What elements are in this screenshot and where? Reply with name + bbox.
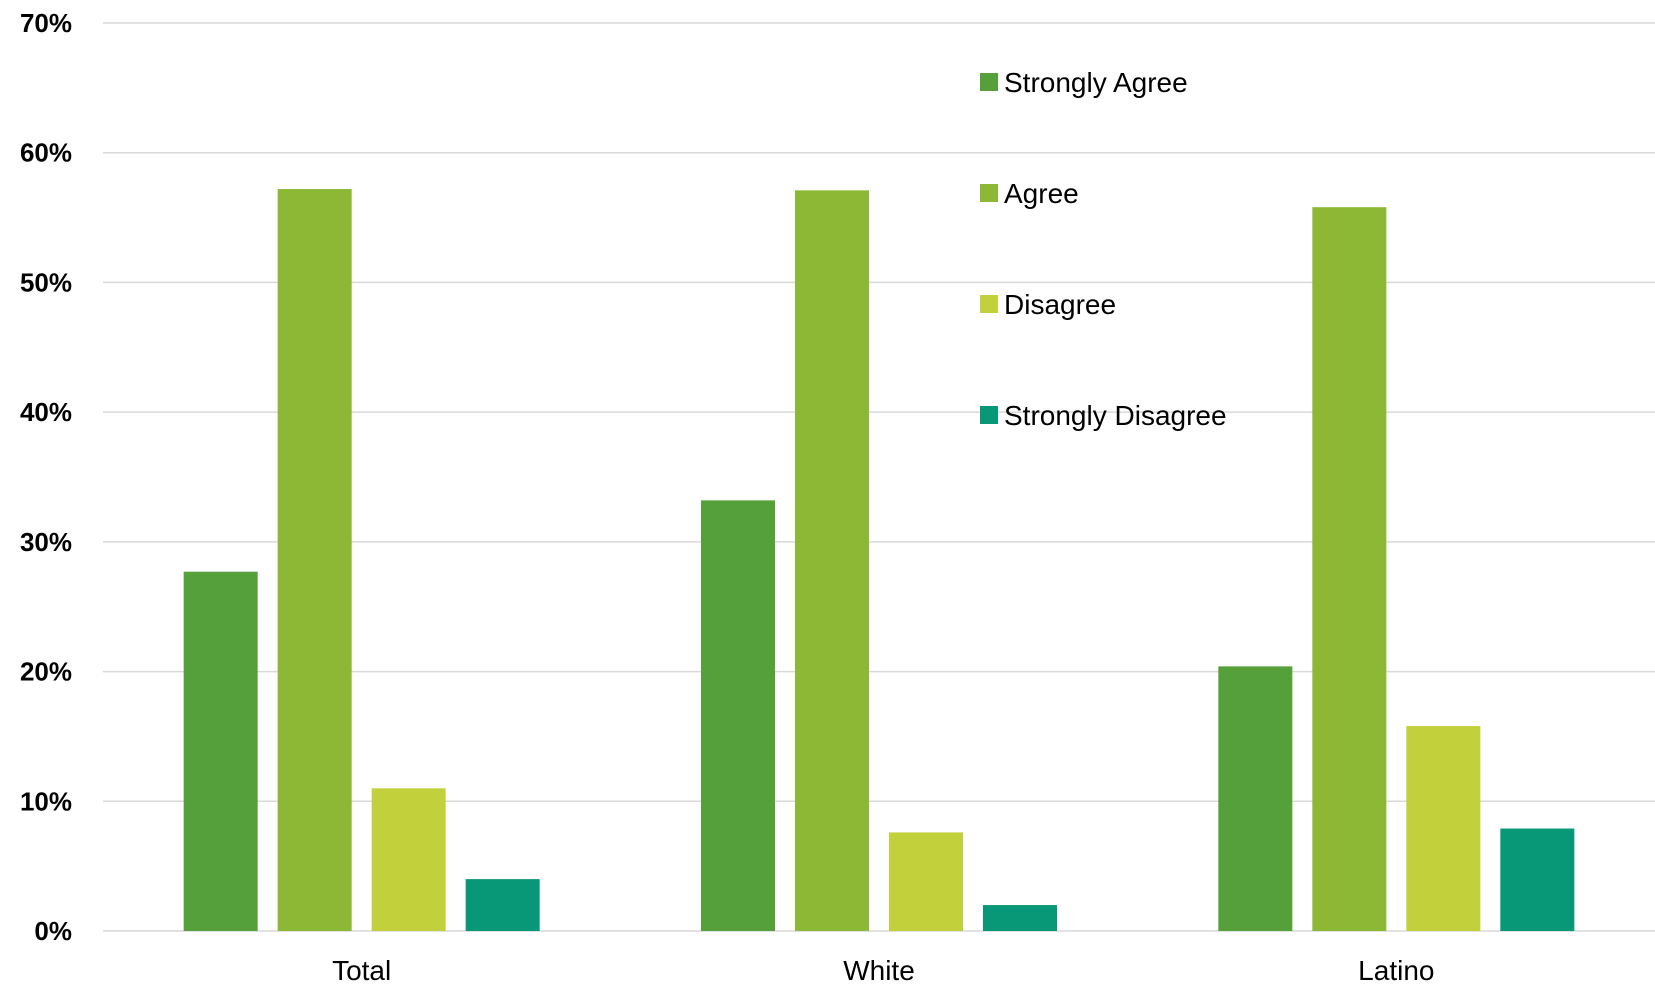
y-tick-label: 70%	[20, 8, 72, 38]
bar-agree-total	[277, 189, 352, 931]
y-tick-label: 0%	[34, 916, 72, 946]
x-tick-label: White	[843, 955, 915, 986]
legend-label: Agree	[1004, 178, 1079, 209]
bar-strongly-disagree-total	[465, 879, 540, 931]
legend-swatch	[980, 406, 998, 424]
gridlines	[103, 22, 1655, 932]
y-tick-label: 20%	[20, 657, 72, 687]
bars	[183, 189, 1575, 932]
bar-strongly-agree-white	[701, 500, 775, 931]
bar-disagree-latino	[1406, 726, 1481, 931]
y-tick-label: 10%	[20, 786, 72, 816]
bar-agree-white	[795, 190, 869, 931]
x-axis-tick-labels: Total White Latino	[332, 955, 1434, 986]
y-tick-label: 30%	[20, 527, 72, 557]
legend-label: Disagree	[1004, 289, 1116, 320]
bar-agree-latino	[1312, 207, 1387, 932]
legend: Strongly Agree Agree Disagree Strongly Disa…	[980, 67, 1227, 431]
y-tick-label: 60%	[20, 138, 72, 168]
x-tick-label: Total	[332, 955, 391, 986]
bar-strongly-disagree-latino	[1500, 828, 1575, 931]
y-tick-label: 40%	[20, 397, 72, 427]
x-tick-label: Latino	[1358, 955, 1434, 986]
legend-swatch	[980, 295, 998, 313]
legend-swatch	[980, 184, 998, 202]
y-tick-label: 50%	[20, 267, 72, 297]
bar-disagree-white	[889, 832, 963, 931]
bar-strongly-agree-latino	[1218, 666, 1293, 931]
legend-swatch	[980, 73, 998, 91]
bar-disagree-total	[371, 788, 446, 931]
legend-label: Strongly Agree	[1004, 67, 1188, 98]
bar-strongly-disagree-white	[983, 905, 1057, 931]
bar-strongly-agree-total	[183, 571, 258, 931]
y-axis-tick-labels: 0% 10% 20% 30% 40% 50% 60% 70%	[20, 8, 72, 946]
legend-label: Strongly Disagree	[1004, 400, 1227, 431]
